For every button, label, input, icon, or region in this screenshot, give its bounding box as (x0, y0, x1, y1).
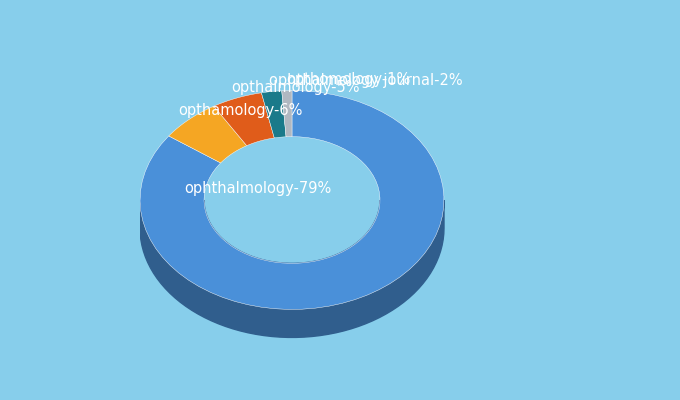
Polygon shape (214, 93, 274, 146)
Text: ophthalmology journal-2%: ophthalmology journal-2% (269, 73, 463, 88)
Polygon shape (140, 90, 444, 310)
Polygon shape (282, 90, 292, 137)
Text: ophthalmology-79%: ophthalmology-79% (184, 180, 331, 196)
Polygon shape (169, 106, 247, 163)
Text: opthamology-6%: opthamology-6% (178, 104, 303, 118)
Polygon shape (140, 200, 444, 338)
Text: opthomology-1%: opthomology-1% (286, 72, 411, 87)
Text: opthalmology-5%: opthalmology-5% (231, 80, 360, 95)
Polygon shape (204, 200, 380, 291)
Polygon shape (261, 91, 286, 138)
